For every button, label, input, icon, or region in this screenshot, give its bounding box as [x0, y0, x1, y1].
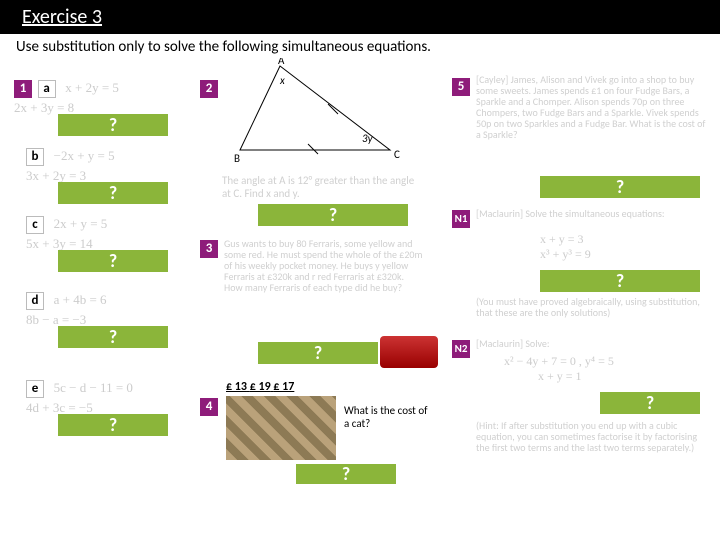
- gus-text: Gus wants to buy 80 Ferraris, some yello…: [224, 238, 424, 293]
- label-x: x: [279, 74, 285, 87]
- header-bar: Exercise 3: [0, 0, 720, 34]
- angle-text: The angle at A is 12° greater than the a…: [222, 175, 422, 200]
- q5: 5: [452, 76, 472, 96]
- answer-1a[interactable]: ?: [58, 114, 168, 136]
- label-3y: 3y: [362, 132, 374, 145]
- cayley-text: [Cayley] James, Alison and Vivek go into…: [476, 74, 708, 140]
- mac2-eq: x² − 4y + 7 = 0 , y⁴ = 5 x + y = 1: [504, 354, 614, 384]
- cat-question: What is the cost of a cat?: [344, 404, 432, 430]
- num-4: 4: [200, 398, 218, 416]
- q4: 4: [200, 396, 220, 416]
- mac1-note: (You must have proved algebraically, usi…: [476, 296, 708, 318]
- answer-1c[interactable]: ?: [58, 250, 168, 272]
- answer-1b[interactable]: ?: [58, 182, 168, 204]
- mac2-hint: (Hint: If after substitution you end up …: [476, 420, 708, 453]
- vertex-C: C: [394, 148, 400, 161]
- q1a: 1 a x + 2y = 52x + 3y = 8: [14, 78, 119, 117]
- answer-4[interactable]: ?: [296, 464, 396, 484]
- num-n1: N1: [452, 210, 470, 228]
- n2: N2: [452, 338, 472, 358]
- letter-c: c: [26, 216, 44, 234]
- num-n2: N2: [452, 340, 470, 358]
- answer-2[interactable]: ?: [258, 204, 408, 226]
- letter-e: e: [26, 380, 44, 398]
- pets-image: [226, 396, 336, 460]
- letter-a: a: [38, 80, 56, 98]
- maclaurin2-text: [Maclaurin] Solve:: [476, 338, 708, 349]
- q1c: c 2x + y = 55x + 3y = 14: [26, 214, 107, 253]
- answer-n2[interactable]: ?: [600, 392, 700, 414]
- q1e: e 5c − d − 11 = 04d + 3c = −5: [26, 378, 133, 417]
- num-2: 2: [200, 80, 218, 98]
- q2: 2: [200, 78, 220, 98]
- prices: £ 13 £ 19 £ 17: [226, 380, 336, 394]
- num-5: 5: [452, 78, 470, 96]
- intro-text: Use substitution only to solve the follo…: [0, 34, 720, 58]
- triangle-diagram: A B C x 3y: [220, 58, 410, 168]
- num-1: 1: [14, 80, 32, 98]
- page-title: Exercise 3: [22, 5, 102, 29]
- q1b: b −2x + y = 53x + 2y = 3: [26, 146, 115, 185]
- car-image: [380, 336, 438, 368]
- answer-5[interactable]: ?: [540, 176, 700, 198]
- letter-b: b: [26, 148, 44, 166]
- answer-n1[interactable]: ?: [540, 270, 700, 292]
- letter-d: d: [26, 292, 44, 310]
- mac1-eq: x + y = 3x³ + y³ = 9: [540, 232, 591, 262]
- answer-1d[interactable]: ?: [58, 326, 168, 348]
- maclaurin1-text: [Maclaurin] Solve the simultaneous equat…: [476, 208, 708, 219]
- vertex-A: A: [278, 58, 285, 67]
- q1d: d a + 4b = 68b − a = −3: [26, 290, 107, 329]
- n1: N1: [452, 208, 472, 228]
- num-3: 3: [200, 240, 218, 258]
- q3: 3: [200, 238, 220, 258]
- answer-3[interactable]: ?: [258, 342, 378, 364]
- answer-1e[interactable]: ?: [58, 414, 168, 436]
- vertex-B: B: [234, 152, 240, 165]
